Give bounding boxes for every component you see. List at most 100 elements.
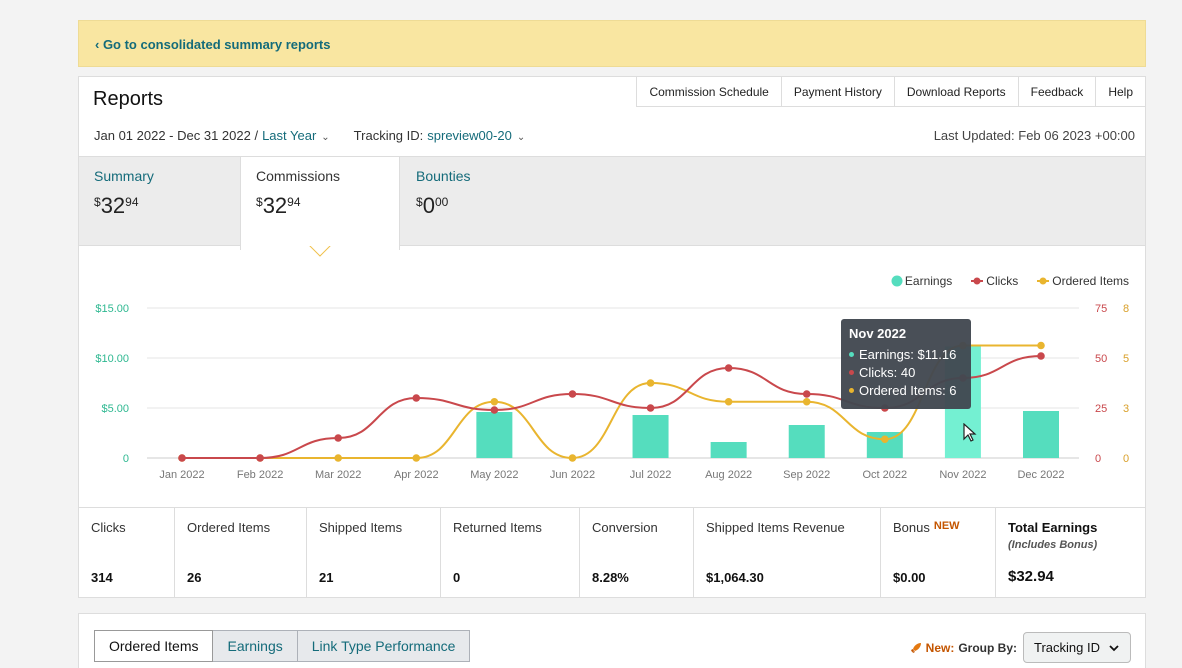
y-right-items-tick-label: 3 [1123,403,1129,415]
y-right-clicks-tick-label: 0 [1095,453,1101,465]
earnings-bar [1023,411,1059,458]
y-right-clicks-tick-label: 25 [1095,403,1107,415]
chart-legend: Earnings Clicks Ordered Items [873,274,1129,288]
ordered-items-point [802,397,811,406]
legend-earnings[interactable]: Earnings [891,274,952,288]
period-label: Last Year [262,128,317,143]
ordered-items-point [334,454,342,462]
legend-ordered-items[interactable]: Ordered Items [1036,274,1129,288]
ordered-items-point [412,454,421,462]
clicks-point [490,406,499,414]
ordered-items-point [490,397,499,406]
x-tick-label: Aug 2022 [705,469,752,481]
chevron-down-icon: ⌄ [321,132,330,143]
metric-conversion: Conversion 8.28% [580,508,694,598]
y-right-clicks-tick-label: 75 [1095,303,1107,315]
y-left-tick-label: $10.00 [95,353,129,365]
ordered-items-point [724,397,733,406]
tracking-id-dropdown[interactable]: spreview00-20 ⌄ [427,128,525,143]
tab-earnings[interactable]: Earnings [213,630,298,662]
x-tick-label: Jan 2022 [159,469,204,481]
active-tab-pointer [309,245,331,257]
y-right-items-tick-label: 5 [1123,353,1129,365]
date-range: Jan 01 2022 - Dec 31 2022 / [94,128,259,143]
report-sub-tabs: Ordered Items Earnings Link Type Perform… [94,630,471,662]
tracking-label: Tracking ID: [353,128,424,143]
group-by-select[interactable]: Tracking ID [1023,632,1131,663]
tab-ordered-items[interactable]: Ordered Items [94,630,214,662]
metric-returned-items: Returned Items 0 [441,508,580,598]
payment-history-link[interactable]: Payment History [781,76,895,107]
group-by-label: Group By: [958,640,1018,655]
legend-clicks[interactable]: Clicks [970,274,1018,288]
ordered-items-point [1037,341,1045,350]
help-link[interactable]: Help [1096,76,1146,107]
metric-ordered-items: Ordered Items 26 [175,508,307,598]
y-left-tick-label: $5.00 [101,403,129,415]
tab-link-type-performance[interactable]: Link Type Performance [297,630,471,662]
tab-summary[interactable]: Summary $3294 [79,157,240,247]
summary-banner: ‹ Go to consolidated summary reports [78,20,1146,67]
metric-shipped-revenue: Shipped Items Revenue $1,064.30 [694,508,881,598]
y-right-clicks-tick-label: 50 [1095,353,1107,365]
last-updated: Last Updated: Feb 06 2023 +00:00 [933,128,1135,143]
mouse-pointer-icon [963,423,977,442]
x-tick-label: Jul 2022 [630,469,672,481]
commissions-amount: $3294 [256,193,301,218]
bounties-amount: $000 [416,193,449,218]
tab-commissions[interactable]: Commissions $3294 [240,157,400,250]
clicks-point [256,454,264,462]
tab-bounties-label: Bounties [416,168,471,184]
tab-summary-label: Summary [94,168,154,184]
ordered-items-point [568,454,577,462]
ordered-items-point [881,435,889,444]
tooltip-ordered-items: Ordered Items: 6 [849,383,963,398]
earnings-bar [788,425,825,458]
summary-tabs: Summary $3294 Commissions $3294 Bounties… [79,156,1145,250]
ordered-items-marker-icon [1037,277,1050,285]
group-new-label: New: [925,640,955,655]
page-title: Reports [93,88,164,110]
tab-commissions-label: Commissions [256,168,341,184]
x-tick-label: Apr 2022 [394,469,439,481]
clicks-marker-icon [971,277,984,285]
report-filters: Jan 01 2022 - Dec 31 2022 / Last Year ⌄ T… [94,128,525,143]
x-tick-label: Oct 2022 [862,469,907,481]
period-dropdown[interactable]: Last Year ⌄ [262,128,330,143]
earnings-bar [632,415,669,458]
download-reports-link[interactable]: Download Reports [894,76,1019,107]
chevron-down-icon [1109,644,1119,651]
chart-plot: 0 $5.00 $10.00 $15.00 0 25 50 75 0 3 5 8 Jan 2022 Feb… [95,303,1129,481]
clicks-point [724,364,733,372]
earnings-bar [710,442,747,458]
clicks-point [178,454,186,462]
consolidated-reports-link[interactable]: ‹ Go to consolidated summary reports [95,37,331,52]
x-tick-label: May 2022 [470,469,518,481]
metric-shipped-items: Shipped Items 21 [307,508,441,598]
group-by-value: Tracking ID [1034,640,1100,655]
clicks-point [802,390,811,398]
x-tick-label: Sep 2022 [783,469,830,481]
report-details-panel: Ordered Items Earnings Link Type Perform… [78,613,1146,668]
y-right-items-tick-label: 0 [1123,453,1129,465]
report-nav: Commission Schedule Payment History Down… [636,76,1146,107]
feedback-link[interactable]: Feedback [1018,76,1097,107]
commission-schedule-link[interactable]: Commission Schedule [636,76,782,107]
tracking-id-value: spreview00-20 [427,128,512,143]
x-tick-label: Mar 2022 [315,469,361,481]
clicks-point [1037,352,1045,360]
ordered-items-point [646,379,655,387]
chart-tooltip: Nov 2022 Earnings: $11.16 Clicks: 40 Ord… [841,319,971,409]
tab-bounties[interactable]: Bounties $000 [401,157,562,247]
group-by-control: New: Group By: Tracking ID [909,632,1131,663]
clicks-point [334,434,342,442]
chevron-down-icon: ⌄ [516,132,526,143]
y-left-tick-label: 0 [123,453,129,465]
x-tick-label: Nov 2022 [939,469,986,481]
metrics-row: Clicks 314 Ordered Items 26 Shipped Items 2… [79,507,1145,598]
new-badge: NEW [933,520,960,532]
x-tick-label: Jun 2022 [550,469,595,481]
metric-bonus: Bonus NEW $0.00 [881,508,996,598]
y-left-tick-label: $15.00 [95,303,129,315]
tooltip-clicks: Clicks: 40 [849,365,963,380]
